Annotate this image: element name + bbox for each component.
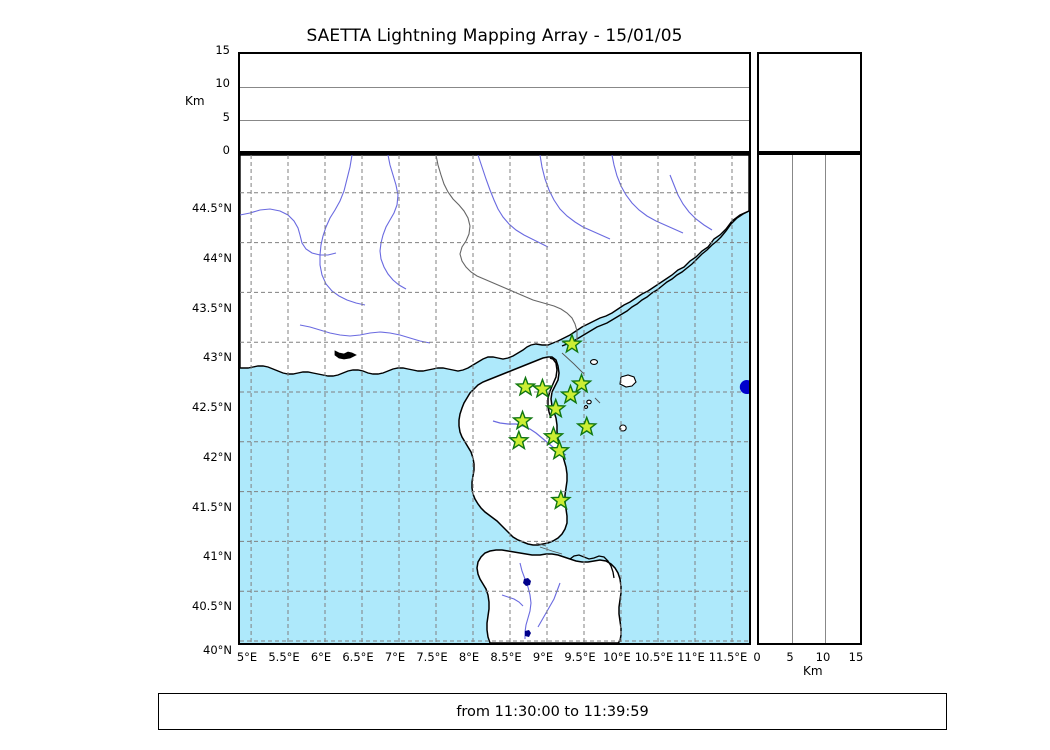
gridline-height-5 xyxy=(240,119,749,121)
station-markers[interactable] xyxy=(507,332,598,510)
top-ytick-5: 5 xyxy=(222,110,230,124)
source-markers[interactable] xyxy=(739,380,749,395)
top-ytick-0: 0 xyxy=(222,143,230,157)
station-marker[interactable] xyxy=(511,409,534,431)
time-range-text: from 11:30:00 to 11:39:59 xyxy=(456,703,649,720)
map-ytick-42.5N: 42.5°N xyxy=(192,400,232,414)
map-ytick-43.5N: 43.5°N xyxy=(192,301,232,315)
italian-coastline xyxy=(561,210,749,347)
time-range-statusbar[interactable]: from 11:30:00 to 11:39:59 xyxy=(158,693,947,730)
map-graphics xyxy=(240,155,749,643)
station-marker[interactable] xyxy=(531,377,554,399)
top-ytick-15: 15 xyxy=(215,43,230,57)
page-title: SAETTA Lightning Mapping Array - 15/01/0… xyxy=(306,26,683,46)
corner-panel xyxy=(757,52,862,153)
map-gridlines xyxy=(240,155,749,643)
map-ytick-41N: 41°N xyxy=(203,549,232,563)
station-marker[interactable] xyxy=(542,425,565,447)
station-marker[interactable] xyxy=(575,415,598,437)
sea-admin-lines xyxy=(535,352,601,555)
gridline-km-10 xyxy=(824,155,826,643)
map-ytick-42N: 42°N xyxy=(203,450,232,464)
map-ytick-40N: 40°N xyxy=(203,643,232,657)
map-xtick-10.5E: 10.5°E xyxy=(634,650,674,664)
station-marker[interactable] xyxy=(570,372,593,394)
map-ytick-41.5N: 41.5°N xyxy=(192,500,232,514)
right-xtick-5: 5 xyxy=(786,650,794,664)
map-xtick-5.5E: 5.5°E xyxy=(268,650,300,664)
map-xtick-9.5E: 9.5°E xyxy=(564,650,596,664)
station-marker[interactable] xyxy=(548,439,571,461)
map-ytick-40.5N: 40.5°N xyxy=(192,599,232,613)
station-marker[interactable] xyxy=(559,383,582,405)
height-time-panel[interactable] xyxy=(238,52,751,153)
right-panel-axis-label: Km xyxy=(803,664,823,678)
top-ytick-10: 10 xyxy=(215,76,230,90)
station-marker[interactable] xyxy=(561,332,583,354)
station-marker[interactable] xyxy=(514,375,537,397)
map-ytick-43N: 43°N xyxy=(203,350,232,364)
map-xtick-8E: 8°E xyxy=(458,650,480,664)
map-ytick-44N: 44°N xyxy=(203,251,232,265)
map-xtick-9E: 9°E xyxy=(532,650,554,664)
national-border xyxy=(435,155,578,346)
height-longitude-panel[interactable] xyxy=(757,153,862,645)
map-ytick-44.5N: 44.5°N xyxy=(192,201,232,215)
map-xtick-11.5E: 11.5°E xyxy=(708,650,748,664)
sardinia-landmass xyxy=(476,549,622,643)
map-xtick-10E: 10°E xyxy=(603,650,631,664)
lightning-source-marker[interactable] xyxy=(739,380,749,395)
station-marker[interactable] xyxy=(507,429,530,451)
coast-bay-detail xyxy=(334,350,357,360)
top-panel-axis-label: Km xyxy=(185,94,205,108)
rivers xyxy=(240,155,713,344)
right-xtick-15: 15 xyxy=(848,650,864,664)
right-xtick-10: 10 xyxy=(815,650,831,664)
map-xtick-7E: 7°E xyxy=(384,650,406,664)
lake-marker-south xyxy=(525,630,531,637)
map-xtick-8.5E: 8.5°E xyxy=(490,650,522,664)
station-marker[interactable] xyxy=(544,397,567,419)
station-marker[interactable] xyxy=(549,489,572,510)
map-panel[interactable] xyxy=(238,153,751,645)
map-xtick-6.5E: 6.5°E xyxy=(342,650,374,664)
map-xtick-6E: 6°E xyxy=(310,650,332,664)
map-xtick-7.5E: 7.5°E xyxy=(416,650,448,664)
map-xtick-5E: 5°E xyxy=(236,650,258,664)
map-xtick-11E: 11°E xyxy=(677,650,705,664)
gridline-height-10 xyxy=(240,86,749,88)
sardinia-north-coast xyxy=(569,554,615,579)
lake-marker-north xyxy=(523,578,531,586)
gridline-km-5 xyxy=(791,155,793,643)
right-xtick-0: 0 xyxy=(753,650,761,664)
